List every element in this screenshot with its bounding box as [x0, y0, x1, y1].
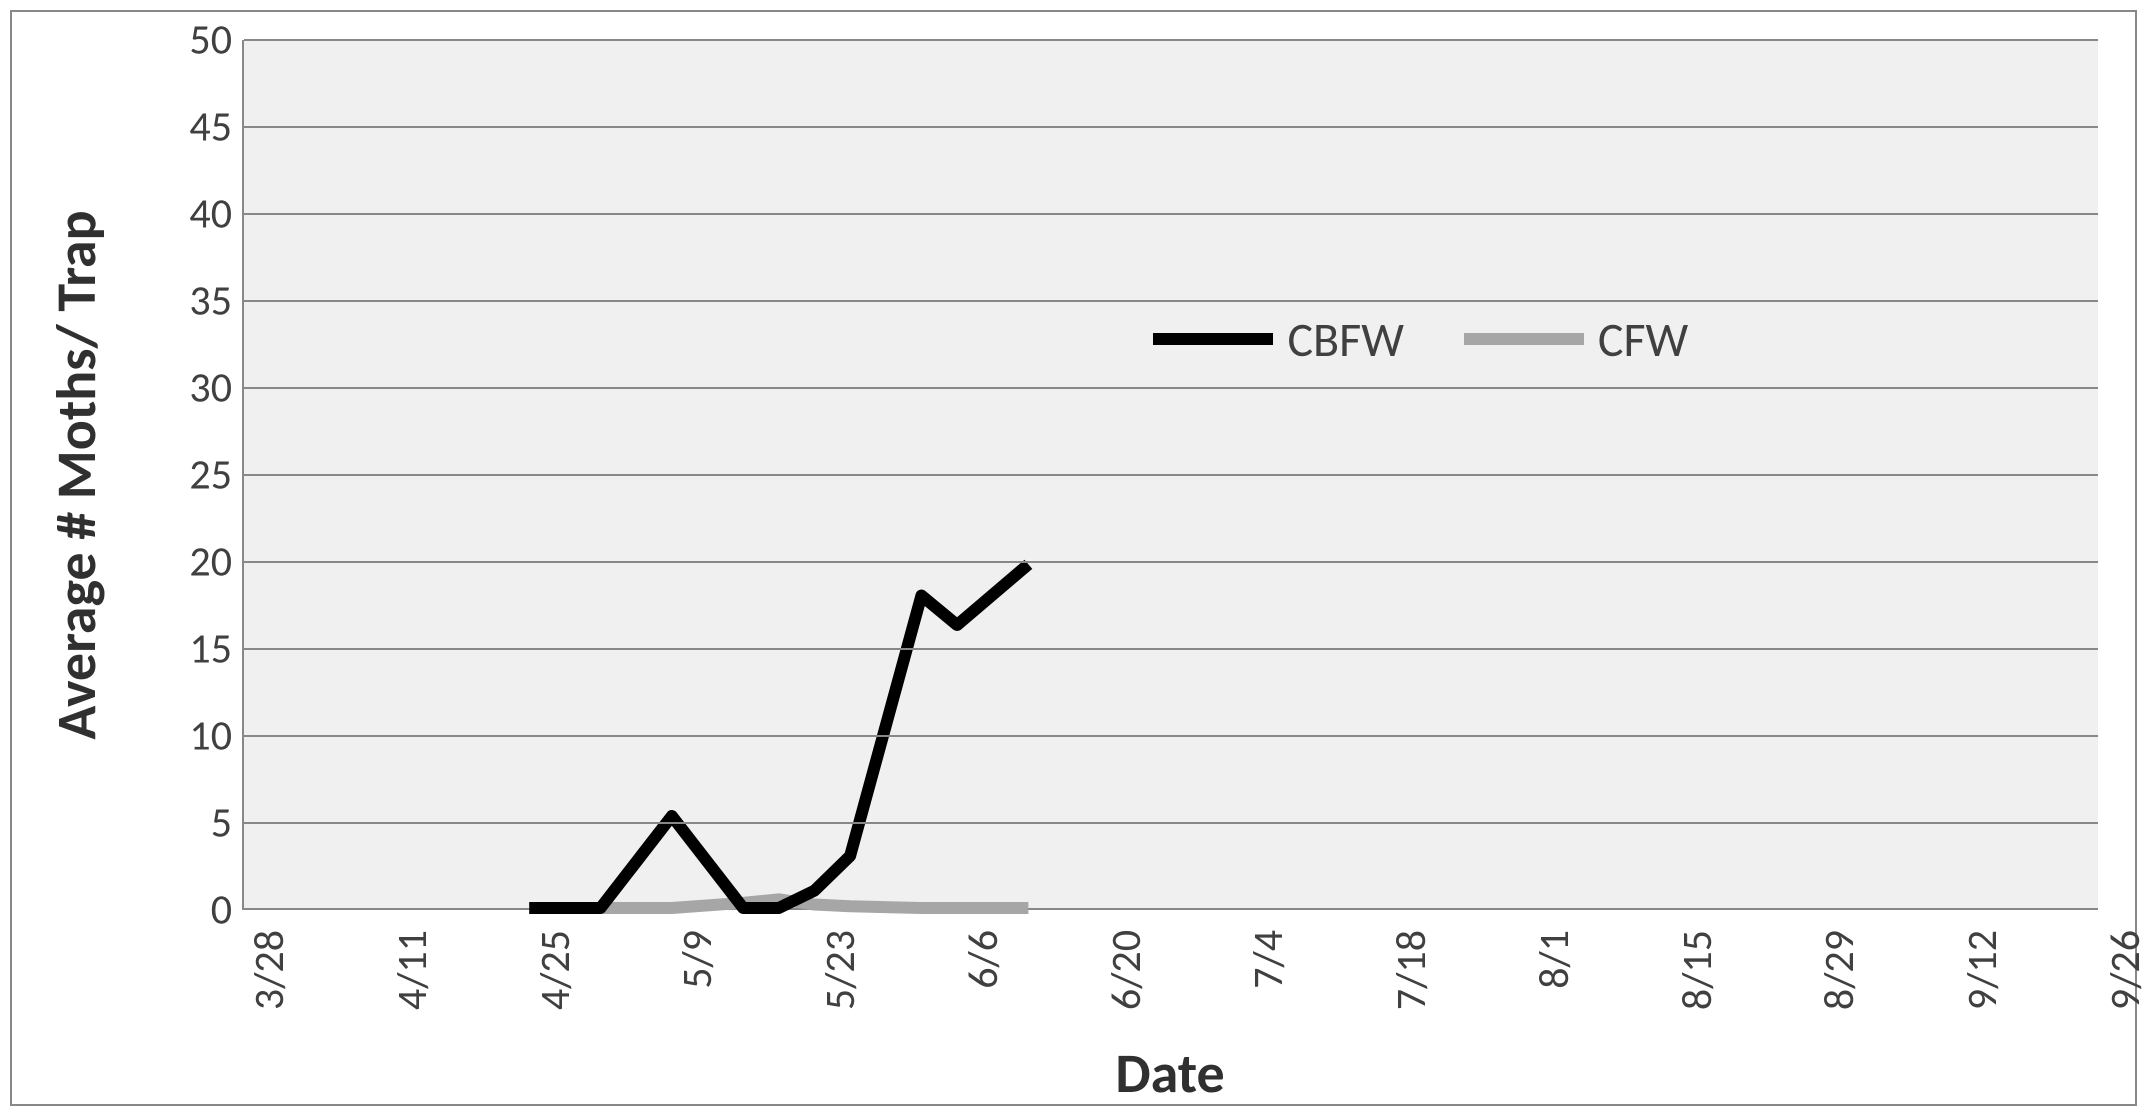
legend-label: CFW [1598, 310, 1688, 369]
gridline [244, 213, 2098, 215]
gridline [244, 822, 2098, 824]
y-tick-label: 40 [189, 189, 232, 240]
x-axis-title: Date [1115, 1040, 1224, 1108]
x-tick-label: 8/1 [1529, 930, 1580, 989]
y-tick-label: 15 [189, 624, 232, 675]
gridline [244, 735, 2098, 737]
legend-item-cfw: CFW [1464, 310, 1688, 369]
x-tick-label: 6/20 [1101, 930, 1152, 1010]
x-tick-label: 8/29 [1814, 930, 1865, 1010]
legend-swatch [1153, 333, 1273, 345]
plot-area: CBFWCFW 051015202530354045503/284/114/25… [242, 40, 2098, 910]
y-tick-label: 50 [189, 15, 232, 66]
x-tick-label: 5/23 [815, 930, 866, 1010]
gridline [244, 648, 2098, 650]
x-tick-label: 4/11 [387, 930, 438, 1010]
x-tick-label: 8/15 [1672, 930, 1723, 1010]
gridline [244, 39, 2098, 41]
y-tick-label: 35 [189, 276, 232, 327]
x-tick-label: 6/6 [958, 930, 1009, 989]
legend: CBFW CFW [1153, 310, 1688, 369]
x-tick-label: 9/26 [2100, 930, 2147, 1010]
gridline [244, 474, 2098, 476]
y-tick-label: 0 [211, 885, 232, 936]
x-tick-label: 9/12 [1957, 930, 2008, 1010]
gridline [244, 126, 2098, 128]
y-tick-label: 20 [189, 537, 232, 588]
chart-frame: CBFW CFW 0 5 10 15 20 25 30 35 40 45 50 3/28 4/11 4/25… [10, 10, 2137, 1106]
y-tick-label: 30 [189, 363, 232, 414]
gridline [244, 387, 2098, 389]
x-tick-label: 5/9 [672, 930, 723, 989]
legend-swatch [1464, 333, 1584, 345]
y-tick-label: 10 [189, 711, 232, 762]
gridline [244, 300, 2098, 302]
y-tick-label: 25 [189, 450, 232, 501]
y-tick-label: 5 [211, 798, 232, 849]
x-tick-label: 7/18 [1386, 930, 1437, 1010]
x-tick-label: 4/25 [530, 930, 581, 1010]
y-axis-title: Average # Moths/ Trap [43, 210, 111, 739]
x-tick-label: 3/28 [244, 930, 295, 1010]
legend-item-cbfw: CBFW [1153, 310, 1403, 369]
x-tick-label: 7/4 [1243, 930, 1294, 989]
legend-label: CBFW [1287, 310, 1403, 369]
y-tick-label: 45 [189, 102, 232, 153]
gridline [244, 561, 2098, 563]
